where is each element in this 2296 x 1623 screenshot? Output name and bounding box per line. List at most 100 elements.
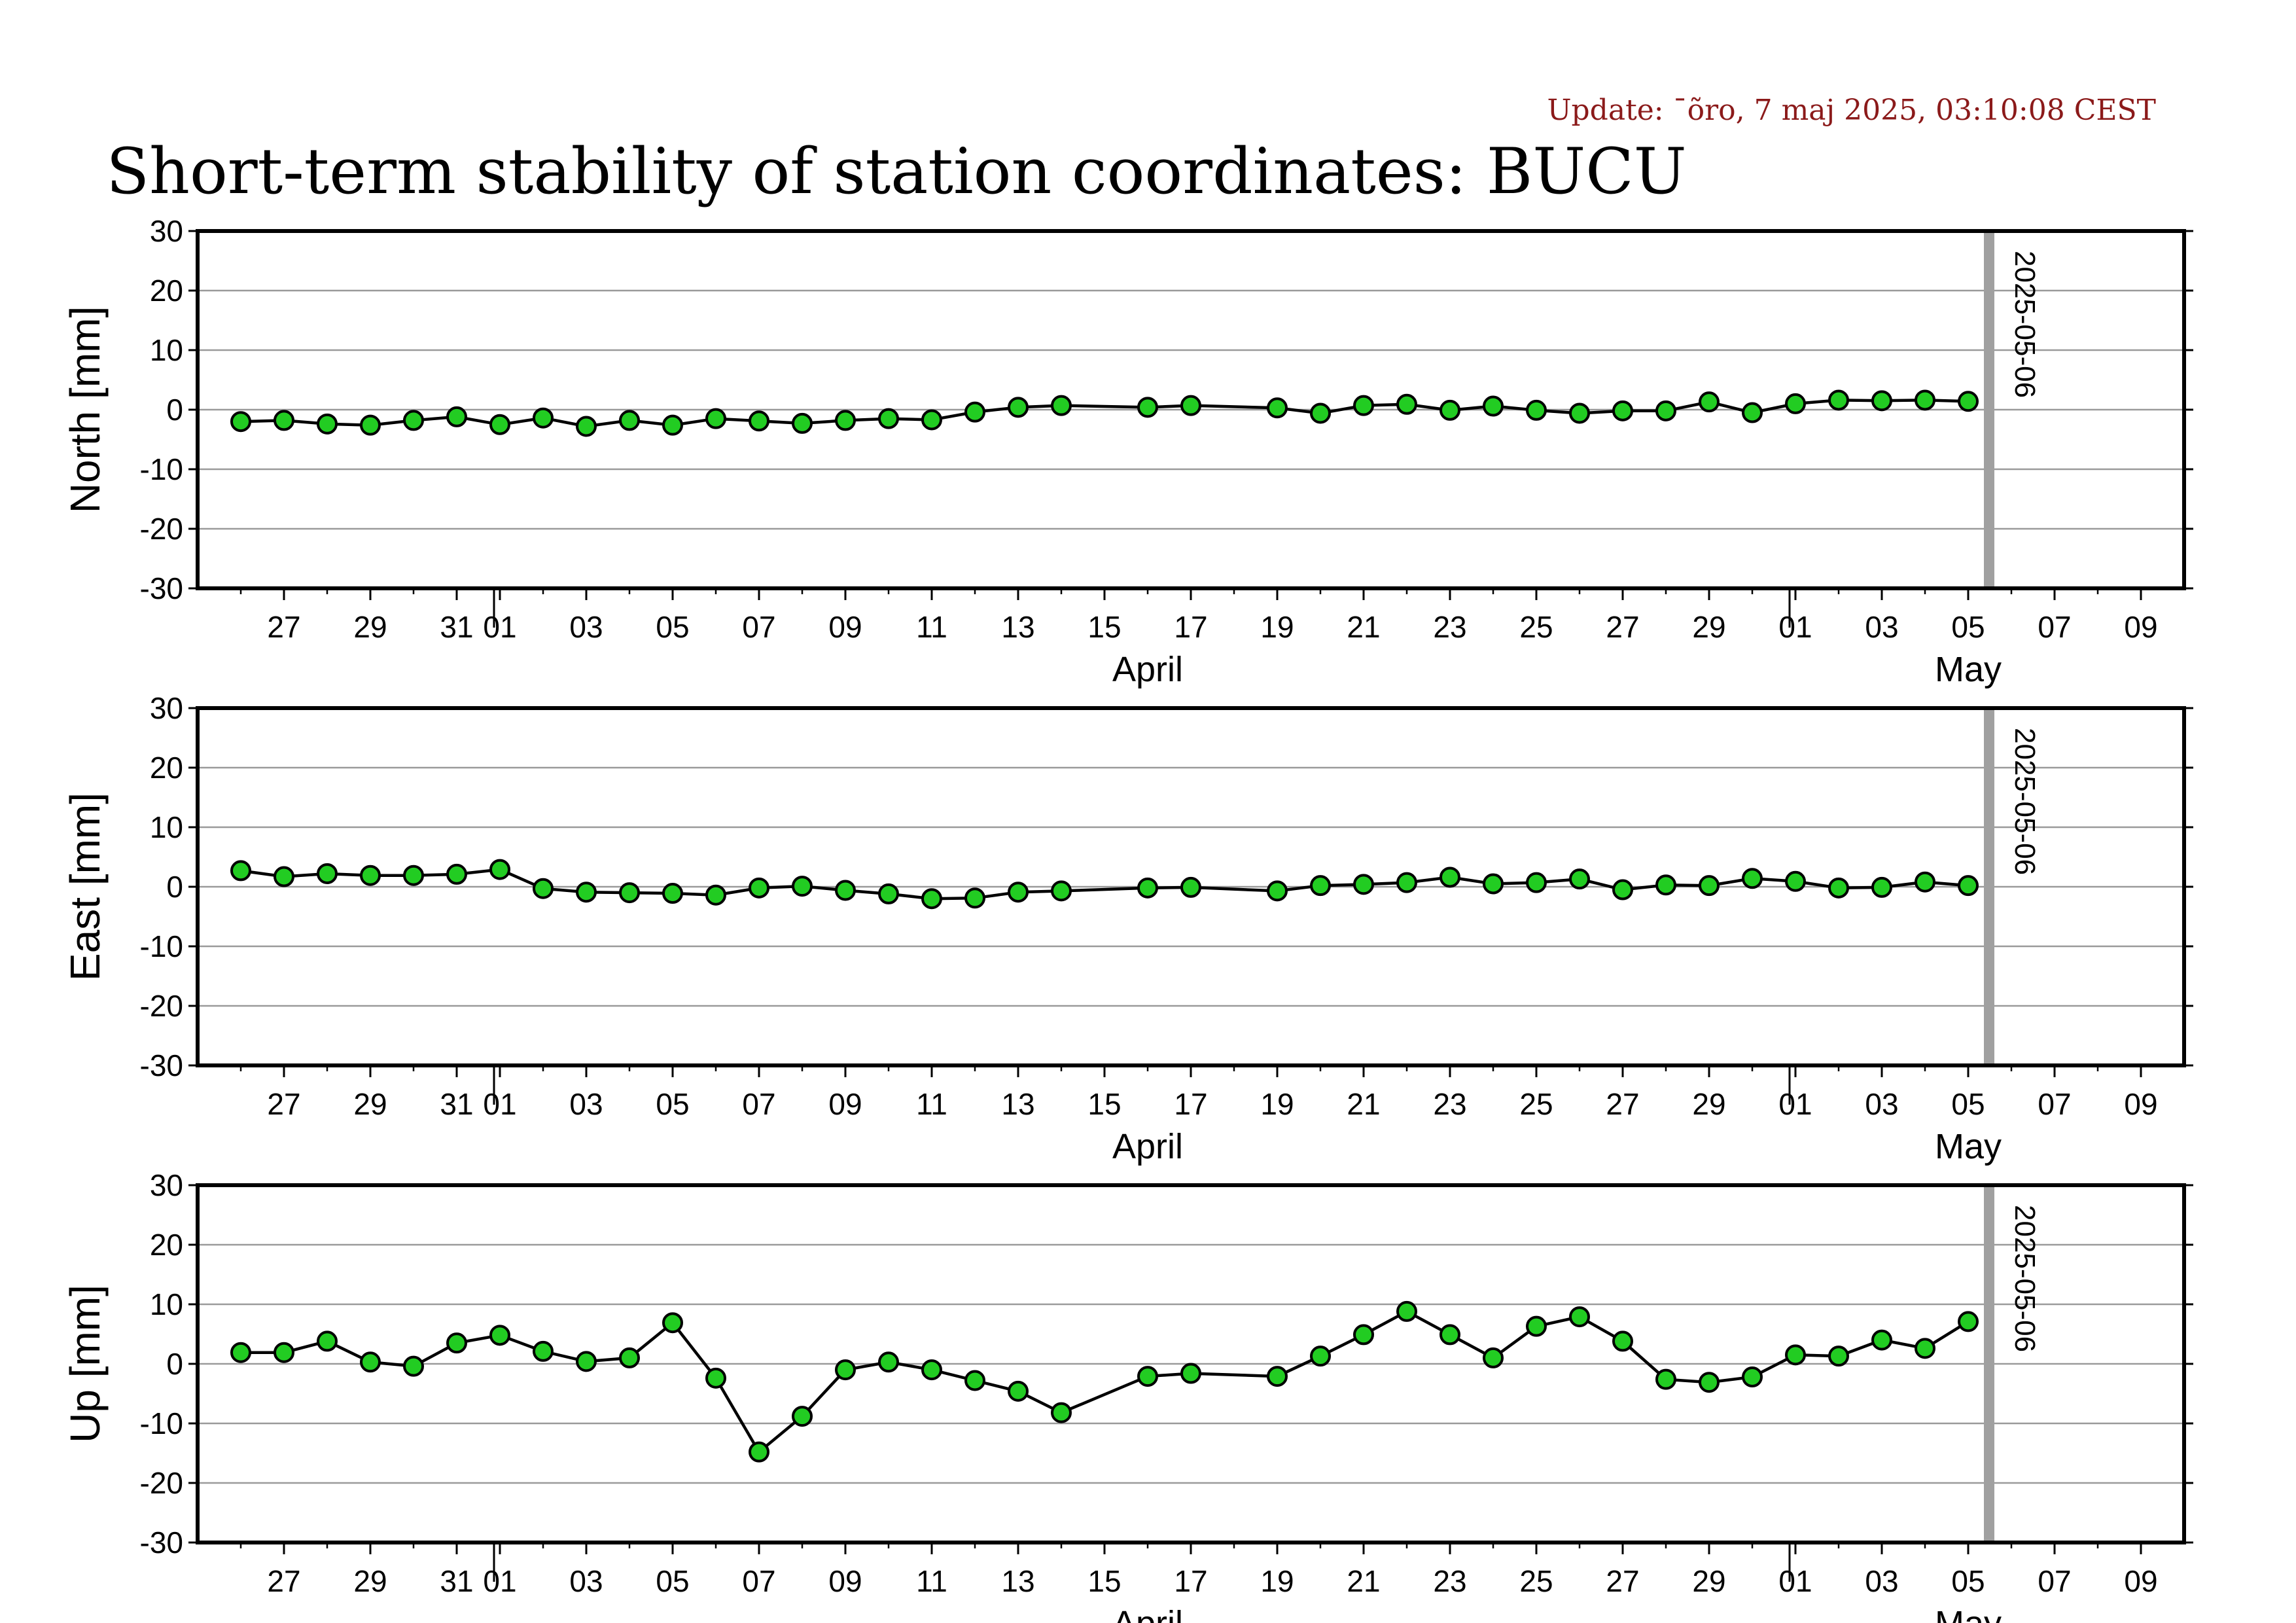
xtick-label: 19 <box>1260 1564 1294 1598</box>
ytick-label: -20 <box>140 512 183 546</box>
data-point <box>1828 389 1849 411</box>
data-point <box>1267 880 1288 902</box>
ytick-label: 0 <box>166 1347 183 1381</box>
data-point <box>230 411 251 433</box>
update-timestamp: Update: ¯õro, 7 maj 2025, 03:10:08 CEST <box>1547 94 2156 127</box>
data-point <box>705 884 726 906</box>
data-point <box>835 1359 856 1381</box>
data-point <box>1871 1329 1892 1351</box>
ytick-label: -10 <box>140 929 183 963</box>
ytick-label: -20 <box>140 1466 183 1500</box>
xtick-label: 13 <box>1001 1564 1034 1598</box>
data-point <box>921 888 942 910</box>
xtick-label: 21 <box>1347 1087 1380 1121</box>
xtick-label: 09 <box>828 610 862 644</box>
xtick-label: 09 <box>828 1564 862 1598</box>
data-point <box>1267 397 1288 419</box>
data-point <box>619 1347 640 1368</box>
ytick-label: 10 <box>150 1287 183 1321</box>
data-point <box>446 406 467 427</box>
data-point <box>1915 1338 1935 1359</box>
xtick-label: 01 <box>483 1564 516 1598</box>
xtick-label: 09 <box>2124 1087 2157 1121</box>
xtick-label: 17 <box>1174 1087 1207 1121</box>
data-point <box>1526 399 1547 421</box>
data-point <box>1699 391 1720 413</box>
xtick-label: 03 <box>1865 1087 1898 1121</box>
data-point <box>1483 395 1504 417</box>
panel-frame <box>196 1183 2186 1544</box>
ytick-label: 20 <box>150 1228 183 1262</box>
data-point <box>878 1351 899 1373</box>
data-point <box>446 863 467 885</box>
xtick-label: 09 <box>2124 1564 2157 1598</box>
data-point <box>1699 1372 1720 1393</box>
data-point <box>1008 1380 1029 1402</box>
data-point <box>1051 395 1072 416</box>
data-point <box>1008 397 1029 418</box>
xtick-label: 03 <box>1865 610 1898 644</box>
data-point <box>1612 400 1633 421</box>
xtick-label: 27 <box>1606 1087 1639 1121</box>
ytick-label: 10 <box>150 333 183 367</box>
data-point <box>1439 1324 1460 1346</box>
data-point <box>1785 870 1806 892</box>
data-point <box>749 1441 769 1463</box>
data-point <box>1785 393 1806 414</box>
xtick-label: 15 <box>1087 610 1121 644</box>
xtick-label: 05 <box>656 610 689 644</box>
data-point <box>1612 879 1633 901</box>
xtick-label: 25 <box>1519 1564 1553 1598</box>
data-point <box>1180 395 1201 416</box>
xtick-label: 21 <box>1347 1564 1380 1598</box>
xtick-label: 17 <box>1174 610 1207 644</box>
data-point <box>792 1406 813 1427</box>
data-point <box>230 1342 251 1363</box>
month-label: April <box>1112 1604 1183 1623</box>
date-marker-label: 2025-05-06 <box>2009 1205 2041 1352</box>
data-point <box>489 1325 510 1346</box>
data-point <box>533 407 554 429</box>
xtick-label: 23 <box>1433 610 1466 644</box>
data-point <box>1742 868 1763 889</box>
data-point <box>274 1342 294 1363</box>
xtick-label: 01 <box>483 610 516 644</box>
data-point <box>1915 871 1935 893</box>
xtick-label: 27 <box>1606 1564 1639 1598</box>
data-point <box>964 1370 985 1391</box>
xtick-label: 29 <box>353 1087 387 1121</box>
data-point <box>317 1330 338 1352</box>
data-point <box>1958 391 1979 412</box>
data-point <box>1958 875 1979 897</box>
data-point <box>1353 395 1374 416</box>
data-point <box>576 1351 597 1372</box>
data-point <box>576 416 597 437</box>
data-point <box>964 401 985 423</box>
ytick-label: 30 <box>150 691 183 725</box>
xtick-label: 23 <box>1433 1087 1466 1121</box>
xtick-label: 01 <box>1778 1564 1812 1598</box>
data-point <box>749 410 769 432</box>
month-label: May <box>1935 650 2002 689</box>
data-point <box>1008 882 1029 903</box>
data-point <box>1396 1300 1417 1322</box>
date-marker-label: 2025-05-06 <box>2009 251 2041 398</box>
xtick-label: 09 <box>828 1087 862 1121</box>
xtick-label: 17 <box>1174 1564 1207 1598</box>
y-axis-label: North [mm] <box>62 306 109 513</box>
data-point <box>835 880 856 901</box>
data-point <box>1137 397 1158 418</box>
data-point <box>792 876 813 897</box>
xtick-label: 21 <box>1347 610 1380 644</box>
xtick-label: 25 <box>1519 610 1553 644</box>
xtick-label: 05 <box>1951 1087 1985 1121</box>
ytick-label: 0 <box>166 393 183 427</box>
ytick-label: 20 <box>150 751 183 785</box>
data-point <box>1871 390 1892 412</box>
data-point <box>230 860 251 882</box>
data-point <box>1396 872 1417 893</box>
data-point <box>1655 874 1676 896</box>
data-point <box>403 410 424 431</box>
data-point <box>576 882 597 903</box>
